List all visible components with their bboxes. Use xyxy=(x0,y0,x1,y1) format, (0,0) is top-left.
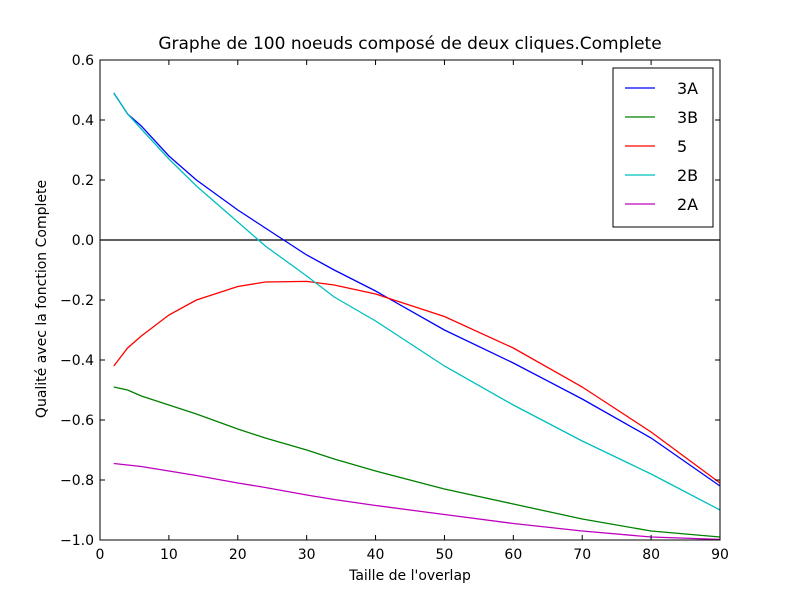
y-tick-label: 0.0 xyxy=(72,233,94,249)
y-tick-label: 0.4 xyxy=(72,113,94,129)
y-tick-label: 0.6 xyxy=(72,53,94,69)
x-tick-label: 50 xyxy=(436,547,454,563)
y-tick-label: −0.6 xyxy=(60,413,94,429)
x-tick-label: 40 xyxy=(367,547,385,563)
legend: 3A 3B 5 2B 2A xyxy=(612,67,714,228)
x-tick-label: 30 xyxy=(298,547,316,563)
y-tick-label: −0.4 xyxy=(60,353,94,369)
chart-title: Graphe de 100 noeuds composé de deux cli… xyxy=(158,34,662,54)
series-line-3b xyxy=(113,386,721,538)
series-line-3a xyxy=(113,92,721,487)
series-line-2b xyxy=(113,92,721,511)
x-axis-label: Taille de l'overlap xyxy=(349,568,471,584)
y-tick-label: −1.0 xyxy=(60,533,94,549)
legend-label-2b: 2B xyxy=(677,166,698,185)
x-tick-label: 70 xyxy=(573,547,591,563)
legend-label-5: 5 xyxy=(677,137,687,156)
x-tick-label: 60 xyxy=(504,547,522,563)
x-tick-label: 20 xyxy=(229,547,247,563)
legend-label-3b: 3B xyxy=(677,108,698,127)
x-tick-label: 80 xyxy=(642,547,660,563)
legend-box xyxy=(612,67,714,228)
x-tick-label: 90 xyxy=(711,547,729,563)
series-line-5 xyxy=(113,280,721,484)
legend-label-2a: 2A xyxy=(677,195,698,214)
y-tick-label: 0.2 xyxy=(72,173,94,189)
x-tick-label: 0 xyxy=(96,547,105,563)
y-tick-label: −0.8 xyxy=(60,473,94,489)
x-tick-label: 10 xyxy=(160,547,178,563)
series-line-2a xyxy=(113,462,721,541)
y-tick-label: −0.2 xyxy=(60,293,94,309)
legend-label-3a: 3A xyxy=(677,79,698,98)
